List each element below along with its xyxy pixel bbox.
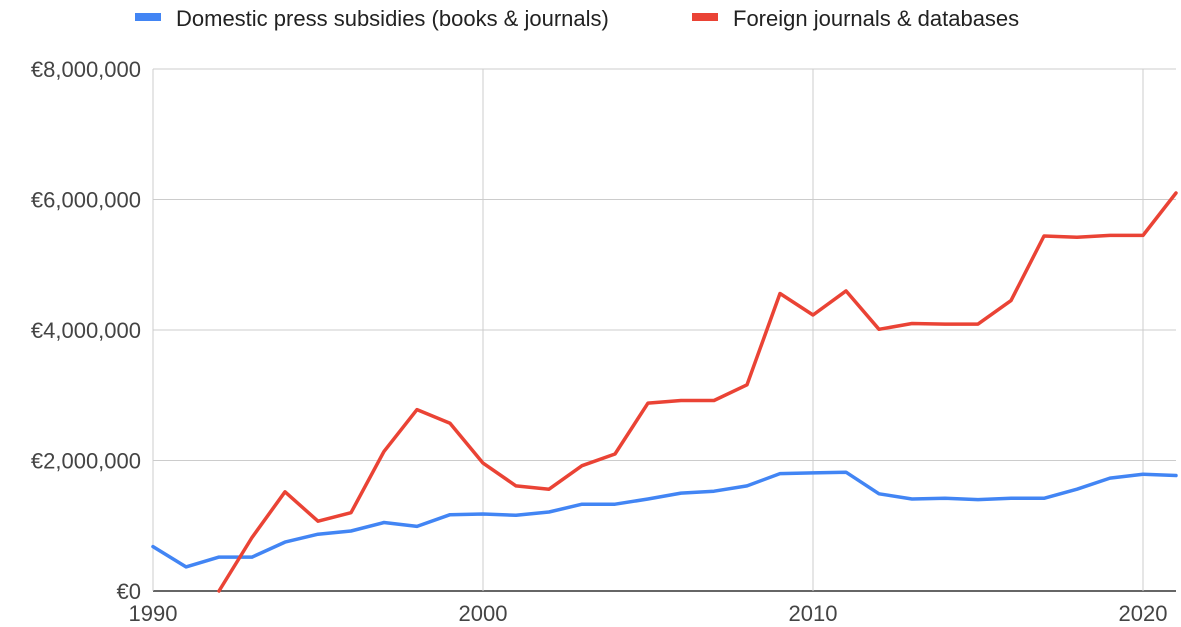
legend-label-foreign: Foreign journals & databases bbox=[733, 6, 1019, 31]
legend-swatch-domestic bbox=[135, 13, 161, 21]
y-tick-label: €0 bbox=[117, 579, 141, 604]
y-tick-label: €8,000,000 bbox=[31, 57, 141, 82]
y-tick-label: €6,000,000 bbox=[31, 188, 141, 213]
y-tick-label: €4,000,000 bbox=[31, 318, 141, 343]
y-tick-label: €2,000,000 bbox=[31, 449, 141, 474]
x-tick-label: 2010 bbox=[789, 601, 838, 626]
gridlines bbox=[152, 68, 1176, 592]
x-tick-label: 2020 bbox=[1119, 601, 1168, 626]
x-tick-label: 1990 bbox=[129, 601, 178, 626]
series-lines bbox=[151, 191, 1178, 593]
series-line-foreign bbox=[217, 191, 1178, 593]
legend-swatch-foreign bbox=[692, 13, 718, 21]
legend-label-domestic: Domestic press subsidies (books & journa… bbox=[176, 6, 609, 31]
series-line-domestic bbox=[151, 470, 1178, 569]
legend: Domestic press subsidies (books & journa… bbox=[135, 6, 1019, 31]
x-tick-label: 2000 bbox=[459, 601, 508, 626]
axis-tick-labels: €0 €2,000,000 €4,000,000 €6,000,000 €8,000,0… bbox=[31, 57, 1168, 626]
